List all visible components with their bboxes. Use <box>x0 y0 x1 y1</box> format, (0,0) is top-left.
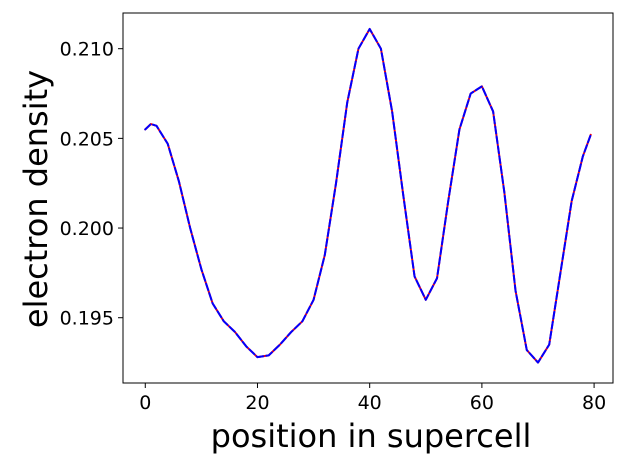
y-axis-label: electron density <box>17 70 55 328</box>
y-axis: 0.195 0.200 0.205 0.210 <box>60 39 123 330</box>
x-tick-label: 60 <box>470 392 494 414</box>
plot-area <box>122 12 614 384</box>
x-tick-label: 80 <box>582 392 606 414</box>
plot-frame <box>122 12 614 384</box>
series-line-2 <box>144 27 592 364</box>
y-tick-label: 0.205 <box>60 128 114 150</box>
x-axis-label: position in supercell <box>211 417 532 455</box>
x-tick-label: 0 <box>139 392 151 414</box>
y-tick-label: 0.195 <box>60 308 114 330</box>
x-tick-label: 20 <box>245 392 269 414</box>
x-axis: 0 20 40 60 80 <box>139 383 606 414</box>
x-tick-label: 40 <box>358 392 382 414</box>
series-layer <box>144 27 592 364</box>
y-tick-label: 0.200 <box>60 218 114 240</box>
y-tick-label: 0.210 <box>60 39 114 61</box>
